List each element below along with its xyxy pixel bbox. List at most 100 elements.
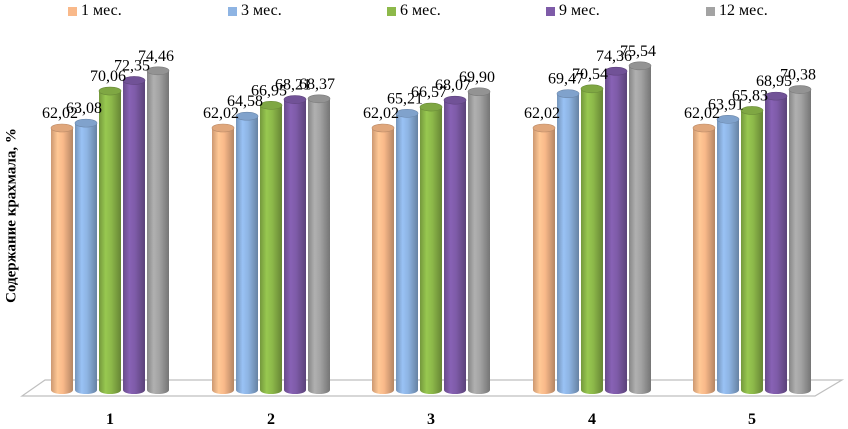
legend-swatch-icon (706, 6, 715, 16)
bar-1-3 (98, 86, 122, 395)
bar-body (629, 65, 651, 395)
bar-body (468, 91, 490, 394)
data-label: 70,38 (780, 67, 816, 84)
bar-body (147, 70, 169, 394)
bar-top-cap (467, 87, 491, 97)
bar-4-5 (628, 61, 652, 395)
bar-4-3 (580, 84, 604, 395)
bar-2-5 (307, 94, 331, 394)
bar-top-cap (532, 123, 556, 133)
data-label: 66,57 (411, 84, 447, 101)
data-label: 69,90 (459, 69, 495, 86)
bar-top-cap (788, 85, 812, 94)
bar-top-cap (307, 94, 331, 104)
bar-top-cap (235, 111, 259, 121)
legend-swatch-icon (68, 6, 77, 16)
data-label: 74,46 (138, 48, 174, 65)
data-label: 70,54 (572, 66, 608, 83)
data-label: 72,35 (114, 57, 150, 74)
legend-swatch-icon (546, 6, 555, 16)
bar-3-2 (395, 109, 419, 395)
bar-body (236, 116, 258, 394)
legend: 1 мес. 3 мес. 6 мес. 9 мес. 12 мес. (0, 2, 848, 28)
bar-2-3 (259, 101, 283, 395)
bar-body (260, 105, 282, 395)
legend-label: 3 мес. (241, 2, 282, 19)
bar-top-cap (98, 86, 122, 96)
bar-top-cap (628, 61, 652, 71)
legend-label: 1 мес. (81, 2, 122, 19)
bar-1-5 (146, 66, 170, 394)
bar-1-2 (74, 118, 98, 395)
data-label: 62,02 (363, 105, 399, 122)
legend-item-1-month: 1 мес. (68, 2, 122, 20)
bar-top-cap (395, 109, 419, 118)
bar-body (444, 100, 466, 395)
data-label: 63,91 (708, 96, 744, 113)
bar-body (789, 89, 811, 394)
legend-label: 6 мес. (400, 2, 441, 19)
x-tick-label: 2 (267, 411, 275, 428)
bar-top-cap (211, 123, 235, 133)
x-tick-label: 1 (106, 411, 114, 428)
x-tick-label: 5 (748, 411, 756, 428)
bar-4-4 (604, 66, 628, 395)
bar-body (372, 128, 394, 394)
bar-top-cap (580, 84, 604, 94)
bar-5-1 (692, 123, 716, 394)
bar-body (533, 128, 555, 394)
x-ticks-group: 1 2 3 4 5 (106, 411, 756, 428)
bar-body (212, 128, 234, 394)
bar-1-1 (50, 123, 74, 394)
bar-3-5 (467, 87, 491, 394)
bar-1-4 (122, 76, 146, 395)
data-label: 74,36 (596, 48, 632, 65)
bar-top-cap (764, 91, 788, 101)
bar-2-2 (235, 111, 259, 394)
bar-top-cap (50, 123, 74, 133)
bar-top-cap (146, 66, 170, 76)
bar-body (605, 71, 627, 395)
legend-item-3-months: 3 мес. (228, 2, 282, 20)
bar-body (765, 96, 787, 394)
legend-swatch-icon (228, 6, 237, 16)
data-label: 68,21 (275, 77, 311, 94)
bar-body (581, 88, 603, 395)
bar-top-cap (259, 101, 283, 110)
bar-body (308, 98, 330, 394)
bar-3-1 (371, 123, 395, 394)
legend-item-6-months: 6 мес. (387, 2, 441, 20)
bar-body (420, 107, 442, 394)
data-label: 69,47 (548, 71, 584, 88)
data-labels-group: 62,0263,0870,0672,3574,4662,0264,5866,95… (42, 43, 816, 122)
data-label: 68,95 (756, 73, 792, 90)
data-label: 65,83 (732, 87, 768, 104)
bar-body (557, 93, 579, 394)
data-label: 62,02 (524, 105, 560, 122)
data-label: 62,02 (203, 105, 239, 122)
data-label: 62,02 (42, 105, 78, 122)
data-label: 62,02 (684, 105, 720, 122)
bar-2-4 (283, 95, 307, 394)
bar-2-1 (211, 123, 235, 394)
bar-body (717, 119, 739, 394)
data-label: 63,08 (66, 100, 102, 117)
data-label: 75,54 (620, 43, 656, 60)
bar-top-cap (556, 89, 580, 99)
bar-5-2 (716, 115, 740, 394)
data-label: 66,95 (251, 82, 287, 99)
data-label: 70,06 (90, 68, 126, 85)
data-label: 65,21 (387, 90, 423, 107)
legend-item-12-months: 12 мес. (706, 2, 768, 20)
bars-group (50, 61, 812, 395)
bar-top-cap (716, 115, 740, 124)
bar-body (51, 128, 73, 394)
bar-body (75, 123, 97, 395)
bar-4-1 (532, 123, 556, 394)
data-label: 68,07 (435, 77, 471, 94)
bar-top-cap (122, 76, 146, 85)
bar-top-cap (419, 102, 443, 112)
legend-swatch-icon (387, 6, 396, 16)
bar-top-cap (692, 123, 716, 133)
